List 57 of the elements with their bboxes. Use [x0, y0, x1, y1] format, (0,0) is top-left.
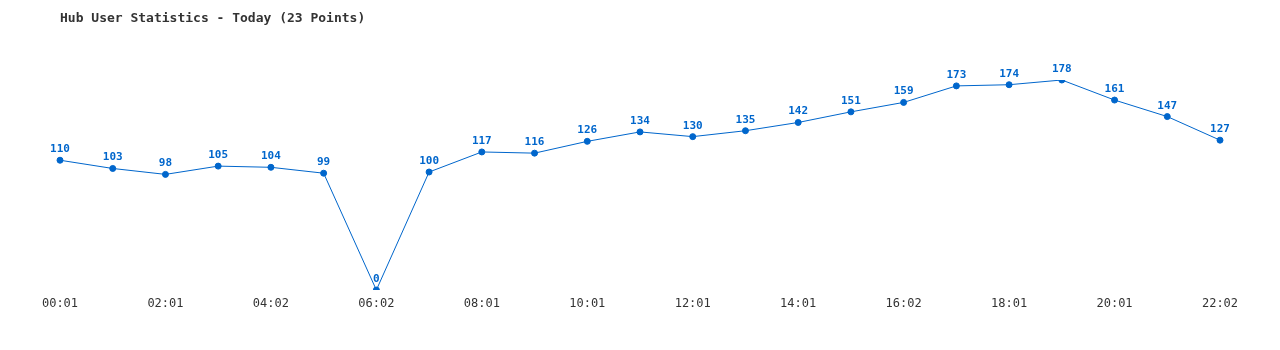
point: [214, 162, 222, 170]
chart-title: Hub User Statistics - Today (23 Points): [60, 10, 366, 25]
x-tick-label: 14:01: [780, 295, 817, 310]
data-label: 103: [102, 150, 123, 164]
data-label: 98: [158, 156, 173, 170]
x-tick-label: 00:01: [41, 295, 79, 310]
data-label: 142: [788, 104, 809, 118]
point: [952, 82, 960, 90]
x-tick-label: 08:01: [463, 295, 500, 310]
point: [267, 163, 275, 171]
data-label: 99: [317, 155, 331, 169]
point: [583, 137, 591, 145]
data-label: 173: [946, 67, 967, 81]
x-tick-label: 20:01: [1096, 295, 1133, 310]
point: [1111, 96, 1119, 104]
point: [161, 170, 169, 178]
data-label: 161: [1104, 82, 1125, 96]
data-label: 126: [577, 123, 598, 137]
data-label: 110: [50, 142, 70, 156]
point: [689, 133, 697, 141]
data-label: 159: [893, 84, 914, 98]
point: [56, 156, 64, 164]
point: [320, 169, 328, 177]
data-label: 105: [208, 148, 229, 162]
x-tick-label: 10:01: [569, 295, 606, 310]
point: [1005, 81, 1013, 89]
data-label: 178: [1051, 62, 1072, 75]
point: [531, 149, 539, 157]
data-label: 127: [1210, 122, 1230, 136]
point: [636, 128, 644, 136]
data-label: 117: [471, 133, 492, 147]
data-label: 151: [840, 93, 862, 107]
point: [1216, 136, 1224, 144]
x-tick-label: 18:01: [991, 295, 1028, 310]
point: [741, 127, 749, 135]
point: [425, 168, 433, 176]
data-label: 174: [999, 66, 1020, 80]
x-tick-label: 04:02: [252, 295, 289, 310]
data-label: 135: [735, 112, 756, 126]
data-label: 100: [419, 154, 440, 168]
point: [1163, 113, 1171, 121]
data-label: 134: [630, 113, 651, 127]
x-tick-label: 16:02: [885, 295, 922, 310]
x-tick-label: 22:02: [1201, 295, 1239, 310]
data-label: 116: [524, 135, 545, 149]
data-label: 130: [682, 118, 703, 132]
x-tick-label: 02:01: [147, 295, 184, 310]
data-label: 147: [1157, 98, 1178, 112]
x-tick-label: 12:01: [674, 295, 711, 310]
point: [478, 148, 486, 156]
point: [900, 98, 908, 106]
point: [794, 118, 802, 126]
point: [847, 108, 855, 116]
data-label: 104: [260, 149, 282, 163]
x-tick-label: 06:02: [358, 295, 395, 310]
point: [109, 164, 117, 172]
data-label: 0: [373, 272, 380, 285]
